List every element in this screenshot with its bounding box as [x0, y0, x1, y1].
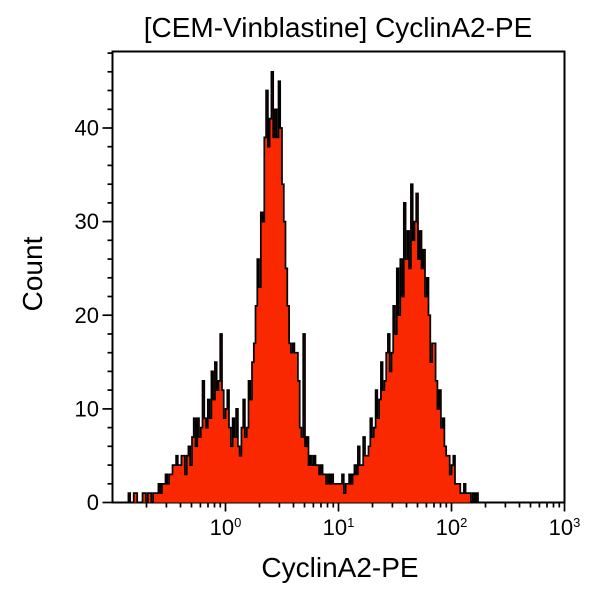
svg-text:30: 30 — [75, 209, 99, 234]
svg-text:Count: Count — [17, 236, 48, 311]
svg-text:CyclinA2-PE: CyclinA2-PE — [261, 552, 418, 583]
svg-text:20: 20 — [75, 303, 99, 328]
svg-text:[CEM-Vinblastine] CyclinA2-PE: [CEM-Vinblastine] CyclinA2-PE — [144, 12, 533, 43]
svg-text:10: 10 — [75, 396, 99, 421]
svg-text:102: 102 — [436, 515, 468, 540]
svg-text:40: 40 — [75, 116, 99, 141]
svg-text:0: 0 — [87, 490, 99, 515]
